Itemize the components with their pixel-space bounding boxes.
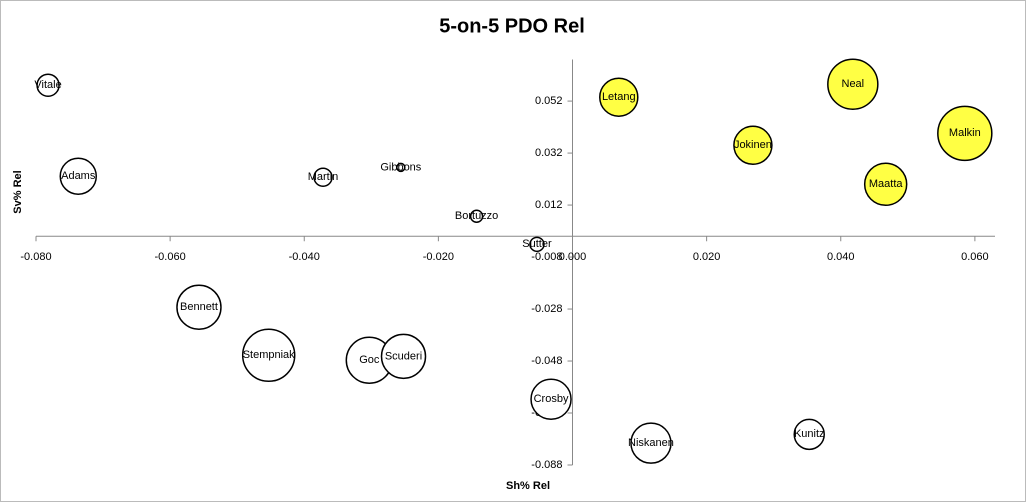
x-tick-label: 0.040 <box>827 251 855 263</box>
bubble <box>733 125 773 166</box>
chart-title: 5-on-5 PDO Rel <box>439 15 585 37</box>
y-tick-label: -0.028 <box>531 303 562 315</box>
data-label: Bennett <box>180 301 218 313</box>
y-tick-label: 0.032 <box>535 147 563 159</box>
data-label: Niskanen <box>628 437 674 449</box>
data-label: Vitale <box>34 79 61 91</box>
bubble <box>937 105 993 162</box>
data-label: Martin <box>308 171 339 183</box>
data-label: Stempniak <box>243 349 295 361</box>
data-label: Bortuzzo <box>455 210 498 222</box>
data-label: Scuderi <box>385 350 422 362</box>
x-tick-label: -0.080 <box>20 251 51 263</box>
bubble <box>529 236 545 253</box>
bubble <box>176 284 222 330</box>
bubble <box>469 209 484 223</box>
bubble <box>36 73 60 97</box>
x-tick-label: -0.020 <box>423 251 454 263</box>
bubble <box>599 77 639 117</box>
y-axis-title: Sv% Rel <box>12 170 24 213</box>
bubble <box>241 328 296 383</box>
data-label: Malkin <box>949 127 981 139</box>
bubble <box>530 378 572 420</box>
x-tick-label: -0.060 <box>155 251 186 263</box>
data-label: Gibbons <box>380 161 421 173</box>
x-tick-label: 0.060 <box>961 251 989 263</box>
bubble <box>827 58 879 110</box>
bubble <box>59 157 97 195</box>
y-tick-label: 0.052 <box>535 95 563 107</box>
data-label: Kunitz <box>794 428 825 440</box>
data-label: Sutter <box>522 238 552 250</box>
data-label: Crosby <box>534 393 569 405</box>
y-tick-label: -0.048 <box>531 355 562 367</box>
x-tick-label: -0.040 <box>289 251 320 263</box>
bubble <box>863 162 908 207</box>
data-label: Goc <box>359 354 380 366</box>
bubble <box>380 333 427 380</box>
data-label: Jokinen <box>734 139 772 151</box>
bubble <box>396 162 406 173</box>
bubble <box>630 422 672 464</box>
x-tick-label: 0.020 <box>693 251 721 263</box>
y-tick-label: -0.008 <box>531 251 562 263</box>
y-tick-label: -0.088 <box>531 459 562 471</box>
bubble <box>313 167 333 188</box>
data-label: Neal <box>842 78 865 90</box>
data-label: Adams <box>61 170 96 182</box>
bubble <box>793 418 825 451</box>
data-label: Letang <box>602 91 636 103</box>
x-axis-title: Sh% Rel <box>506 480 550 492</box>
y-tick-label: 0.012 <box>535 199 563 211</box>
data-label: Maatta <box>869 178 904 190</box>
